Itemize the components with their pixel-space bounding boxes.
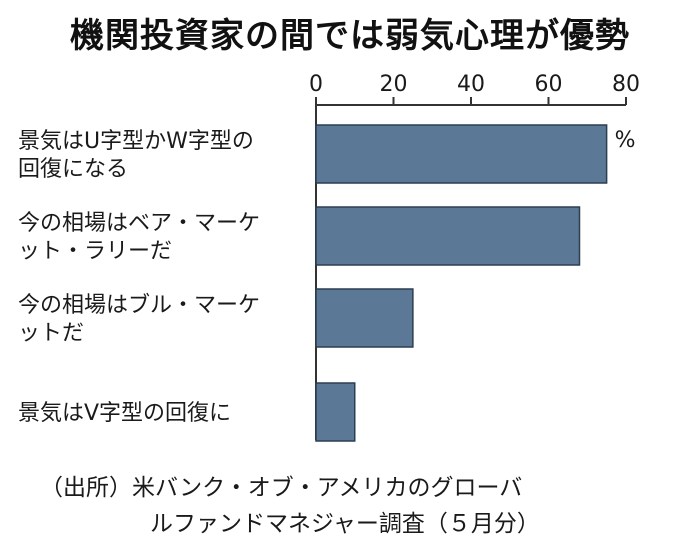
bar [315, 206, 581, 266]
source-note: （出所）米バンク・オブ・アメリカのグローバ ルファンドマネジャー調査（５月分） [40, 470, 680, 542]
x-tick-label: 60 [535, 72, 563, 97]
category-label: 今の相場はブル・マーケ [18, 293, 260, 318]
category-label: 回復になる [18, 157, 128, 182]
category-label: ット・ラリーだ [18, 239, 172, 264]
source-line-2: ルファンドマネジャー調査（５月分） [150, 511, 540, 537]
bar [315, 288, 414, 348]
bar-chart: 0 20 40 60 80 景気はU字型かW字型の回復になる今の相場はベア・マーケット・ラ… [18, 72, 640, 442]
category-label: 今の相場はベア・マーケ [18, 211, 260, 236]
source-line-1: （出所）米バンク・オブ・アメリカのグローバ [40, 475, 523, 501]
unit-label: % [615, 128, 636, 153]
category-label: 景気はV字型の回復に [18, 401, 231, 426]
x-tick-label: 0 [309, 72, 323, 97]
x-tick-label: 80 [612, 72, 640, 97]
category-label: 景気はU字型かW字型の [18, 129, 254, 154]
bar [315, 124, 608, 184]
category-label: ットだ [18, 321, 84, 346]
chart-title: 機関投資家の間では弱気心理が優勢 [70, 16, 630, 56]
x-tick-label: 40 [457, 72, 485, 97]
x-tick-label: 20 [380, 72, 408, 97]
bar [315, 382, 356, 442]
